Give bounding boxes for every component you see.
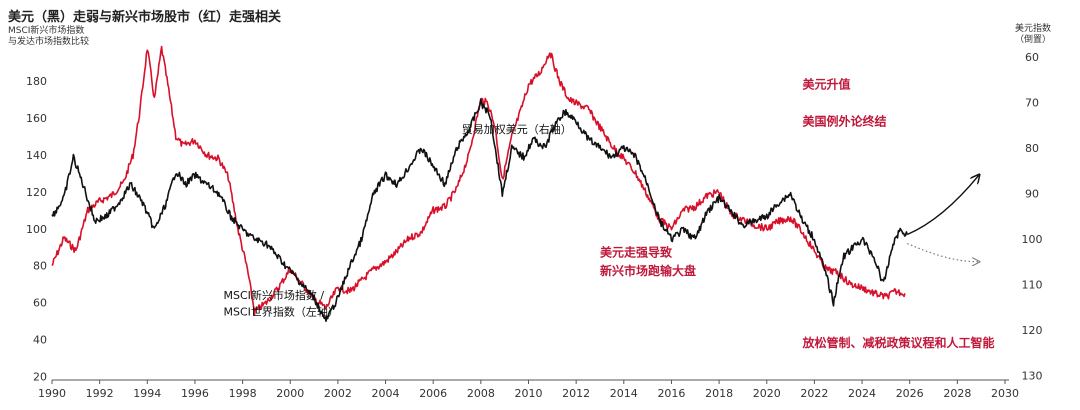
x-tick-label: 2010 (515, 387, 543, 400)
y-left-tick-label: 140 (26, 149, 47, 162)
y-left-tick-label: 40 (33, 333, 47, 346)
annotations-group: 贸易加权美元（右轴） MSCI新兴市场指数 / MSCI世界指数（左轴） 美元升值美国… (224, 77, 995, 350)
chart-annotation: 贸易加权美元（右轴） (462, 122, 572, 136)
x-tick-label: 2016 (657, 387, 685, 400)
y-left-tick-label: 120 (26, 186, 47, 199)
y-right-tick-label: 80 (1025, 142, 1039, 155)
x-tick-label: 2030 (991, 387, 1019, 400)
y-left-tick-label: 80 (33, 260, 47, 273)
chart-annotation: 美元走强导致 (600, 244, 673, 259)
right-axis-label-line2: （倒置） (1014, 35, 1051, 45)
x-tick-label: 2008 (467, 387, 495, 400)
x-tick-label: 2006 (419, 387, 447, 400)
y-right-tick-label: 110 (1022, 278, 1043, 291)
y-right-tick-label: 70 (1025, 97, 1039, 110)
x-tick-label: 2004 (372, 387, 400, 400)
chart-title: 美元（黑）走弱与新兴市场股市（红）走强相关 (8, 10, 282, 25)
left-axis-label: MSCI新兴市场指数 与发达市场指数比较 (8, 26, 89, 48)
x-tick-label: 2028 (943, 387, 971, 400)
x-tick-label: 2020 (753, 387, 781, 400)
x-tick-label: 2022 (800, 387, 828, 400)
y-right-tick-label: 120 (1022, 324, 1043, 337)
chart-annotation: 新兴市场跑输大盘 (600, 263, 696, 278)
y-right-tick-label: 60 (1025, 51, 1039, 64)
x-tick-label: 2018 (705, 387, 733, 400)
right-axis-label-line1: 美元指数 (1014, 24, 1051, 34)
y-right-tick-label: 90 (1025, 188, 1039, 201)
x-tick-label: 2014 (610, 387, 638, 400)
x-tick-label: 2026 (896, 387, 924, 400)
y-left-tick-label: 100 (26, 223, 47, 236)
x-tick-label: 1992 (86, 387, 114, 400)
x-tick-label: 2000 (276, 387, 304, 400)
y-left-tick-label: 60 (33, 297, 47, 310)
chart-annotation: 放松管制、减税政策议程和人工智能 (801, 335, 994, 350)
projection-arrow-solid (907, 175, 978, 236)
y-right-tick-label: 130 (1022, 369, 1043, 382)
x-tick-label: 2024 (848, 387, 876, 400)
chart-annotation: MSCI新兴市场指数 / (224, 288, 325, 302)
projection-arrow-dotted (907, 243, 978, 262)
x-tick-label: 1998 (229, 387, 257, 400)
usd-index-line (51, 98, 909, 322)
left-axis-label-line2: 与发达市场指数比较 (8, 37, 90, 47)
series-group (51, 45, 979, 322)
y-left-tick-label: 180 (26, 75, 47, 88)
x-tick-label: 2002 (324, 387, 352, 400)
chart-annotation: 美元升值 (802, 77, 850, 92)
y-right-tick-label: 100 (1022, 233, 1043, 246)
chart-annotation: MSCI世界指数（左轴） (224, 304, 339, 318)
y-left-tick-label: 20 (33, 370, 47, 383)
y-left-tick-label: 160 (26, 112, 47, 125)
x-tick-label: 2012 (562, 387, 590, 400)
right-axis-label: 美元指数 （倒置） (1003, 24, 1063, 46)
left-axis-label-line1: MSCI新兴市场指数 (8, 26, 85, 36)
axes-group: 1990 1992 1994 1996 1998 2000 2002 2004 2006 2008… (26, 51, 1043, 400)
x-tick-label: 1990 (38, 387, 66, 400)
x-tick-label: 1994 (133, 387, 161, 400)
chart-annotation: 美国例外论终结 (802, 113, 886, 128)
x-tick-label: 1996 (181, 387, 209, 400)
em-relative-line (51, 45, 906, 316)
